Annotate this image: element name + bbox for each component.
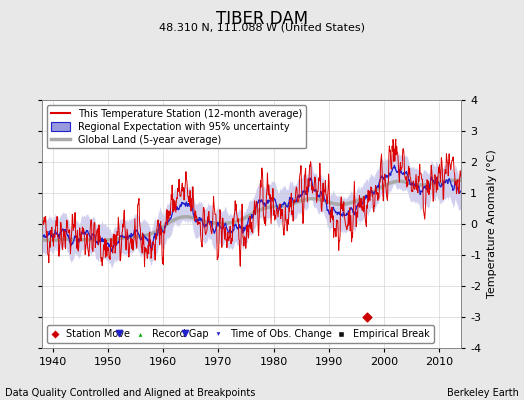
Legend: Station Move, Record Gap, Time of Obs. Change, Empirical Break: Station Move, Record Gap, Time of Obs. C…	[47, 325, 433, 343]
Point	[115, 329, 123, 336]
Point	[181, 329, 190, 336]
Y-axis label: Temperature Anomaly (°C): Temperature Anomaly (°C)	[487, 150, 497, 298]
Point	[363, 314, 372, 320]
Text: TIBER DAM: TIBER DAM	[216, 10, 308, 28]
Text: 48.310 N, 111.088 W (United States): 48.310 N, 111.088 W (United States)	[159, 22, 365, 32]
Text: Berkeley Earth: Berkeley Earth	[447, 388, 519, 398]
Text: Data Quality Controlled and Aligned at Breakpoints: Data Quality Controlled and Aligned at B…	[5, 388, 256, 398]
